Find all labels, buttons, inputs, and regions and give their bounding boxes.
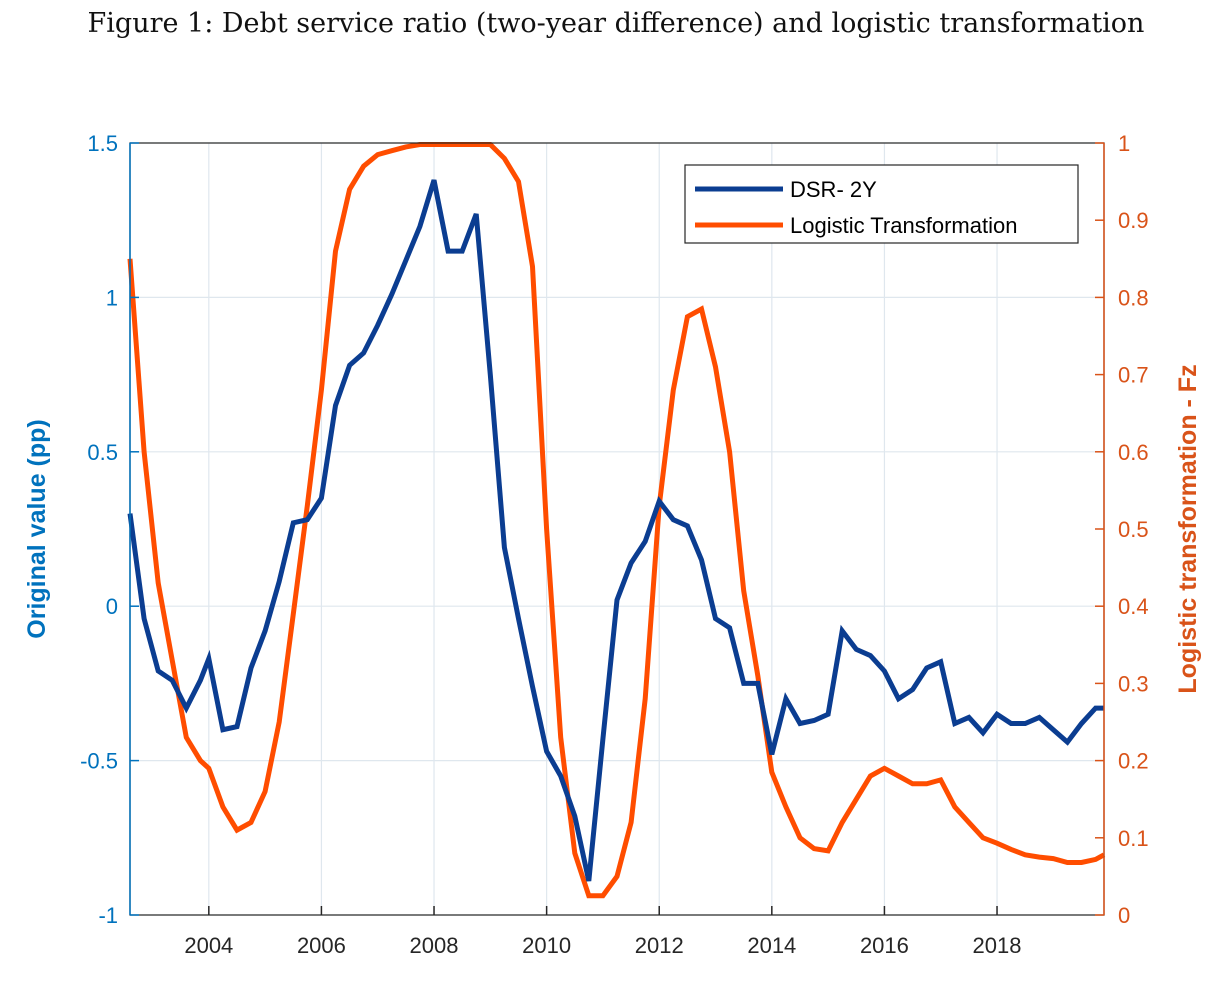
legend: DSR- 2Y Logistic Transformation	[684, 164, 1079, 244]
x-tick-label: 2016	[860, 933, 909, 958]
left-tick-label: 1.5	[87, 131, 118, 156]
right-tick-label: 0	[1118, 903, 1130, 928]
series-layer	[127, 142, 1106, 899]
right-tick-label: 1	[1118, 131, 1130, 156]
x-tick-label: 2006	[297, 933, 346, 958]
right-tick-label: 0.8	[1118, 285, 1149, 310]
left-tick-label: 1	[106, 285, 118, 310]
grid	[130, 142, 1104, 916]
right-tick-label: 0.1	[1118, 826, 1149, 851]
right-tick-label: 0.5	[1118, 517, 1149, 542]
legend-label-logistic: Logistic Transformation	[790, 213, 1017, 238]
right-tick-label: 0.6	[1118, 440, 1149, 465]
right-tick-label: 0.7	[1118, 363, 1149, 388]
left-tick-label: 0.5	[87, 440, 118, 465]
figure-caption: Figure 1: Debt service ratio (two-year d…	[87, 8, 1145, 39]
x-tick-label: 2010	[522, 933, 571, 958]
series-line-logistic	[127, 142, 1106, 899]
left-tick-label: -1	[98, 903, 118, 928]
x-axis: 2004 2006 2008 2010 2012 2014 2016 2018	[184, 906, 1022, 958]
legend-box	[684, 164, 1079, 244]
x-tick-label: 2018	[973, 933, 1022, 958]
x-tick-label: 2012	[635, 933, 684, 958]
right-axis-title: Logistic transformation - Fz	[1174, 364, 1202, 693]
left-axis: -1 -0.5 0 0.5 1 1.5	[80, 131, 139, 928]
right-tick-label: 0.3	[1118, 671, 1149, 696]
x-tick-label: 2008	[410, 933, 459, 958]
legend-label-dsr: DSR- 2Y	[790, 177, 877, 202]
right-axis: 0 0.1 0.2 0.3 0.4 0.5 0.6 0.7 0.8 0.9 1	[1095, 131, 1149, 928]
x-tick-label: 2004	[184, 933, 233, 958]
left-axis-title: Original value (pp)	[23, 419, 51, 638]
left-tick-label: -0.5	[80, 749, 118, 774]
right-tick-label: 0.4	[1118, 594, 1149, 619]
left-tick-label: 0	[106, 594, 118, 619]
plot-frame	[129, 142, 1105, 916]
x-tick-label: 2014	[747, 933, 796, 958]
right-tick-label: 0.2	[1118, 749, 1149, 774]
series-line-dsr	[127, 179, 1104, 882]
right-tick-label: 0.9	[1118, 208, 1149, 233]
